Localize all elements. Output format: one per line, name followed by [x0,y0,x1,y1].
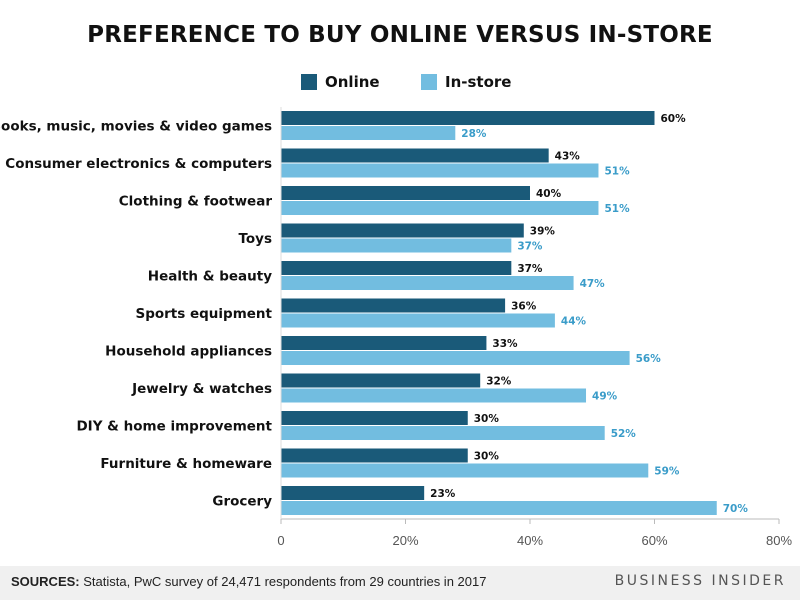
category-label-consumer-electronics-computers: Consumer electronics & computers [5,156,272,172]
data-label-online-furniture-homeware: 30% [474,451,500,463]
bar-in-store-grocery [281,501,717,515]
footer: SOURCES: Statista, PwC survey of 24,471 … [0,566,800,600]
data-label-in-store-grocery: 70% [723,503,749,515]
bar-online-sports-equipment [281,298,506,313]
category-label-diy-home-improvement: DIY & home improvement [76,419,272,435]
data-label-in-store-jewelry-watches: 49% [592,391,618,403]
bar-in-store-furniture-homeware [281,463,649,478]
data-label-online-consumer-electronics-computers: 43% [555,151,581,163]
category-label-grocery: Grocery [212,494,272,510]
x-tick-label-60: 60% [641,533,667,548]
data-label-online-grocery: 23% [430,488,456,500]
category-label-toys: Toys [238,231,272,247]
data-label-in-store-furniture-homeware: 59% [654,466,680,478]
legend-item-online: Online [301,73,380,91]
bar-online-consumer-electronics-computers [281,148,549,163]
source-text: Statista, PwC survey of 24,471 responden… [79,574,487,589]
data-label-online-health-beauty: 37% [517,263,543,275]
data-label-online-household-appliances: 33% [492,338,518,350]
legend-item-in-store: In-store [421,73,511,91]
category-label-furniture-homeware: Furniture & homeware [100,456,272,472]
data-label-in-store-diy-home-improvement: 52% [611,428,637,440]
category-label-jewelry-watches: Jewelry & watches [131,381,272,397]
legend: Online In-store [0,73,800,93]
legend-label-in-store: In-store [445,73,512,91]
bar-in-store-household-appliances [281,351,630,365]
chart-title: PREFERENCE TO BUY ONLINE VERSUS IN-STORE [87,22,713,48]
data-label-online-toys: 39% [530,226,556,238]
category-label-household-appliances: Household appliances [105,344,272,360]
bar-online-health-beauty [281,261,512,275]
bar-online-furniture-homeware [281,448,468,463]
data-label-online-sports-equipment: 36% [511,301,537,313]
bar-in-store-sports-equipment [281,313,555,328]
bar-online-grocery [281,486,425,500]
x-tick-label-80: 80% [766,533,792,548]
category-label-health-beauty: Health & beauty [148,269,272,285]
bar-in-store-health-beauty [281,276,574,290]
bar-online-clothing-footwear [281,186,530,200]
data-label-online-diy-home-improvement: 30% [474,413,500,425]
bar-in-store-toys [281,238,512,253]
data-label-in-store-sports-equipment: 44% [561,316,587,328]
bar-online-jewelry-watches [281,373,481,388]
bar-chart: Books, music, movies & video games 60% 28%… [0,107,792,548]
legend-swatch-online [301,74,317,90]
bar-in-store-diy-home-improvement [281,426,605,440]
data-label-in-store-consumer-electronics-computers: 51% [604,166,630,178]
legend-label-online: Online [325,73,380,91]
bar-online-household-appliances [281,336,487,350]
data-label-in-store-clothing-footwear: 51% [604,203,630,215]
bar-in-store-consumer-electronics-computers [281,163,599,178]
x-tick-label-0: 0 [277,533,284,548]
data-label-in-store-books-music-movies-video-games: 28% [461,128,487,140]
data-label-in-store-household-appliances: 56% [636,353,662,365]
data-label-in-store-health-beauty: 47% [580,278,606,290]
brand-logo: BUSINESS INSIDER [614,573,786,589]
bar-in-store-jewelry-watches [281,388,587,403]
bar-online-diy-home-improvement [281,411,468,425]
data-label-online-clothing-footwear: 40% [536,188,562,200]
source-label: SOURCES: [11,574,80,589]
bar-in-store-books-music-movies-video-games [281,126,456,140]
category-label-sports-equipment: Sports equipment [135,306,272,322]
category-label-books-music-movies-video-games: Books, music, movies & video games [0,119,272,135]
bar-online-books-music-movies-video-games [281,111,655,125]
data-label-online-jewelry-watches: 32% [486,376,512,388]
data-label-in-store-toys: 37% [517,241,543,253]
legend-swatch-in-store [421,74,437,90]
source-note: SOURCES: Statista, PwC survey of 24,471 … [11,574,486,589]
bar-in-store-clothing-footwear [281,201,599,215]
x-tick-label-40: 40% [517,533,543,548]
bar-online-toys [281,223,524,238]
x-tick-label-20: 20% [392,533,418,548]
data-label-online-books-music-movies-video-games: 60% [661,113,687,125]
category-label-clothing-footwear: Clothing & footwear [119,194,273,210]
